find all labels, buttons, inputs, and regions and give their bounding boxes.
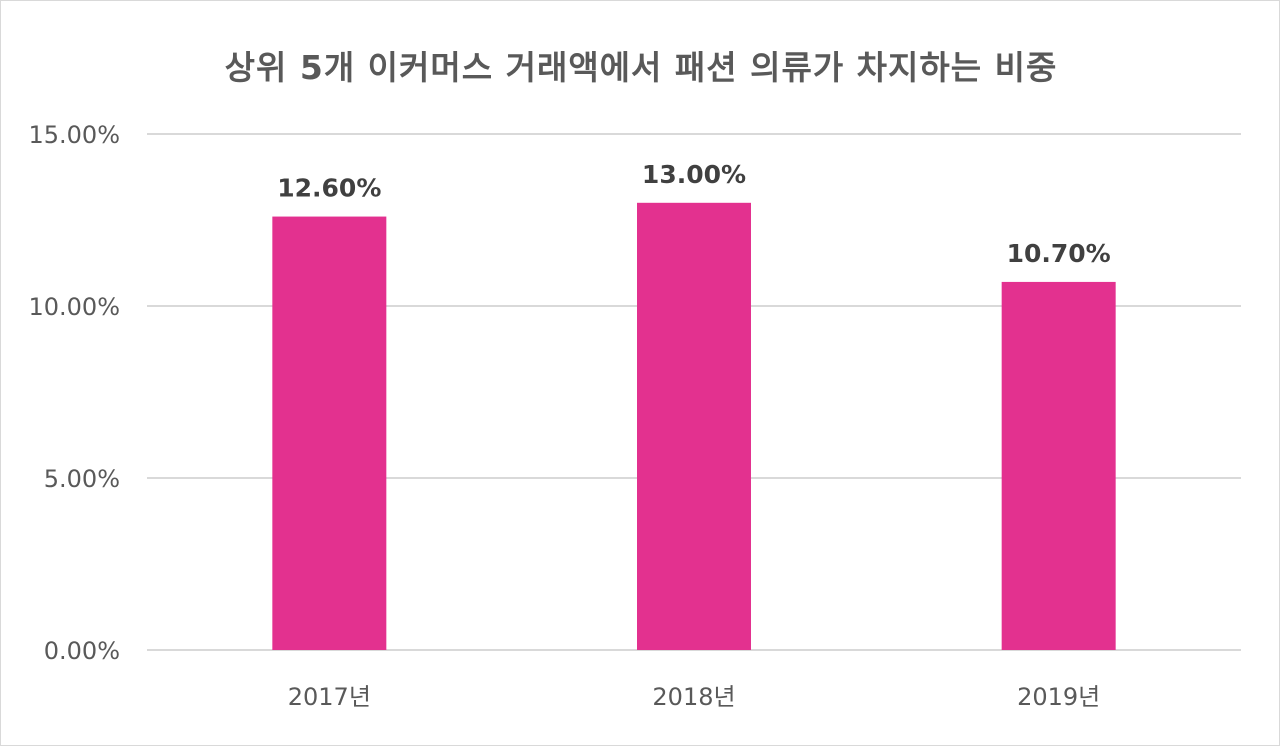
data-label: 12.60% xyxy=(277,174,381,203)
bar xyxy=(1001,281,1116,650)
data-label: 13.00% xyxy=(642,160,746,189)
chart-title: 상위 5개 이커머스 거래액에서 패션 의류가 차지하는 비중 xyxy=(224,48,1058,87)
bar xyxy=(272,216,387,650)
data-labels: 12.60% 13.00% 10.70% xyxy=(277,160,1110,268)
bar xyxy=(637,202,751,651)
y-tick-label: 5.00% xyxy=(44,465,120,493)
y-tick-label: 10.00% xyxy=(28,293,120,321)
data-label: 10.70% xyxy=(1007,239,1111,268)
y-tick-label: 0.00% xyxy=(44,637,120,665)
y-axis-tick-labels: 0.00% 5.00% 10.00% 15.00% xyxy=(28,121,120,665)
bars xyxy=(272,202,1116,651)
x-category-label: 2017년 xyxy=(288,683,371,711)
y-tick-label: 15.00% xyxy=(28,121,120,149)
x-category-label: 2018년 xyxy=(652,683,735,711)
x-axis-category-labels: 2017년 2018년 2019년 xyxy=(288,683,1101,711)
x-category-label: 2019년 xyxy=(1017,683,1100,711)
